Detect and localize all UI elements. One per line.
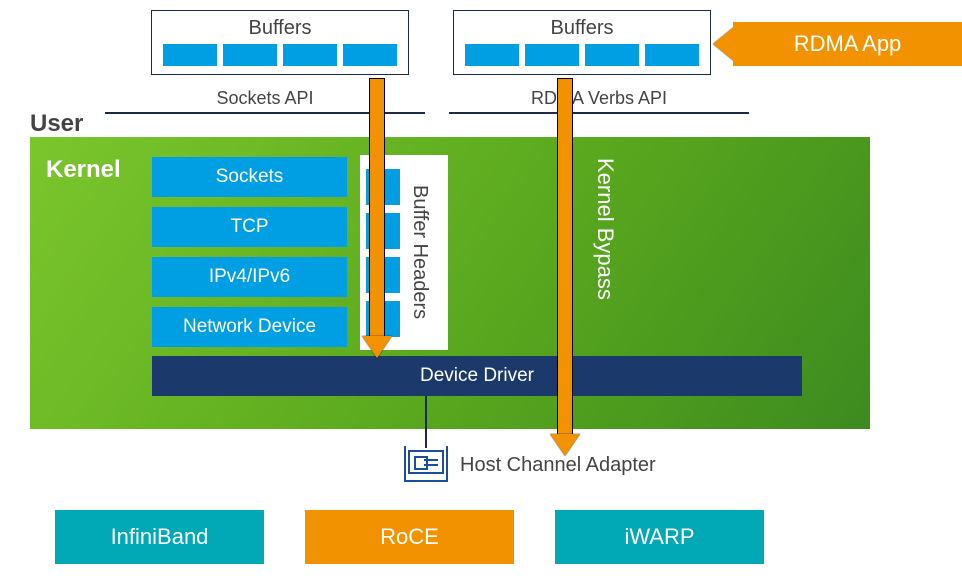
buffer-cell bbox=[223, 44, 277, 66]
driver-to-hca-line bbox=[425, 396, 427, 448]
buffer-cell bbox=[585, 44, 639, 66]
buffer-cell bbox=[645, 44, 699, 66]
buffers-box-right: Buffers bbox=[453, 10, 711, 75]
buffer-headers-label: Buffer Headers bbox=[408, 185, 431, 319]
buffer-cell bbox=[465, 44, 519, 66]
kernel-label: Kernel bbox=[46, 156, 121, 184]
user-label: User bbox=[30, 110, 83, 138]
buffer-cell bbox=[343, 44, 397, 66]
rdma-arrow-stem bbox=[557, 78, 573, 436]
hca-label: Host Channel Adapter bbox=[460, 454, 656, 477]
buffers-title: Buffers bbox=[249, 17, 312, 40]
buffers-title: Buffers bbox=[551, 17, 614, 40]
buffers-box-left: Buffers bbox=[151, 10, 409, 75]
buffer-cell bbox=[525, 44, 579, 66]
kernel-bypass-label: Kernel Bypass bbox=[592, 158, 618, 300]
rdma-app-arrowhead bbox=[713, 26, 735, 62]
proto-infiniband: InfiniBand bbox=[55, 510, 264, 564]
buffer-cell bbox=[163, 44, 217, 66]
stack-netdev: Network Device bbox=[152, 307, 347, 347]
buffer-cell bbox=[283, 44, 337, 66]
proto-roce: RoCE bbox=[305, 510, 514, 564]
stack-sockets: Sockets bbox=[152, 157, 347, 197]
hca-card-icon bbox=[408, 450, 444, 474]
device-driver-box: Device Driver bbox=[152, 356, 802, 396]
rdma-api-label: RDMA Verbs API bbox=[449, 88, 749, 109]
sockets-arrow-stem bbox=[369, 78, 385, 338]
proto-iwarp: iWARP bbox=[555, 510, 764, 564]
stack-tcp: TCP bbox=[152, 207, 347, 247]
sockets-arrow-head bbox=[362, 336, 392, 358]
stack-ip: IPv4/IPv6 bbox=[152, 257, 347, 297]
rdma-app-tag: RDMA App bbox=[733, 22, 962, 66]
rdma-arrow-head bbox=[550, 434, 580, 456]
rdma-api-line bbox=[449, 112, 749, 114]
